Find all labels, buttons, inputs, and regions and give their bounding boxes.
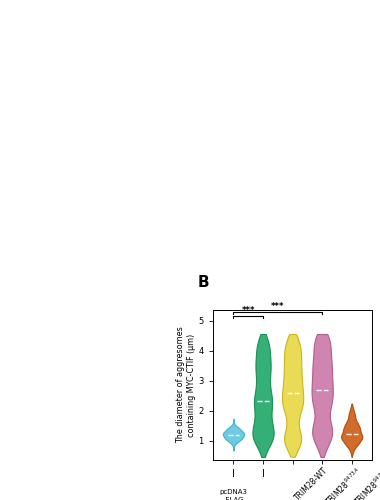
Text: TRIM28-WT: TRIM28-WT	[293, 466, 329, 500]
Text: ***: ***	[271, 302, 285, 311]
Y-axis label: The diameter of aggresomes
containing MYC-CTIF (μm): The diameter of aggresomes containing MY…	[176, 326, 196, 444]
Text: I: I	[261, 469, 264, 479]
Text: ***: ***	[242, 306, 255, 315]
Text: B: B	[198, 275, 209, 290]
Text: TRIM28$^{S473A}$: TRIM28$^{S473A}$	[322, 466, 364, 500]
Text: pcDNA3
-FLAG: pcDNA3 -FLAG	[220, 489, 247, 500]
Text: TRIM28$^{S473E}$: TRIM28$^{S473E}$	[352, 466, 380, 500]
Text: I: I	[232, 469, 235, 479]
